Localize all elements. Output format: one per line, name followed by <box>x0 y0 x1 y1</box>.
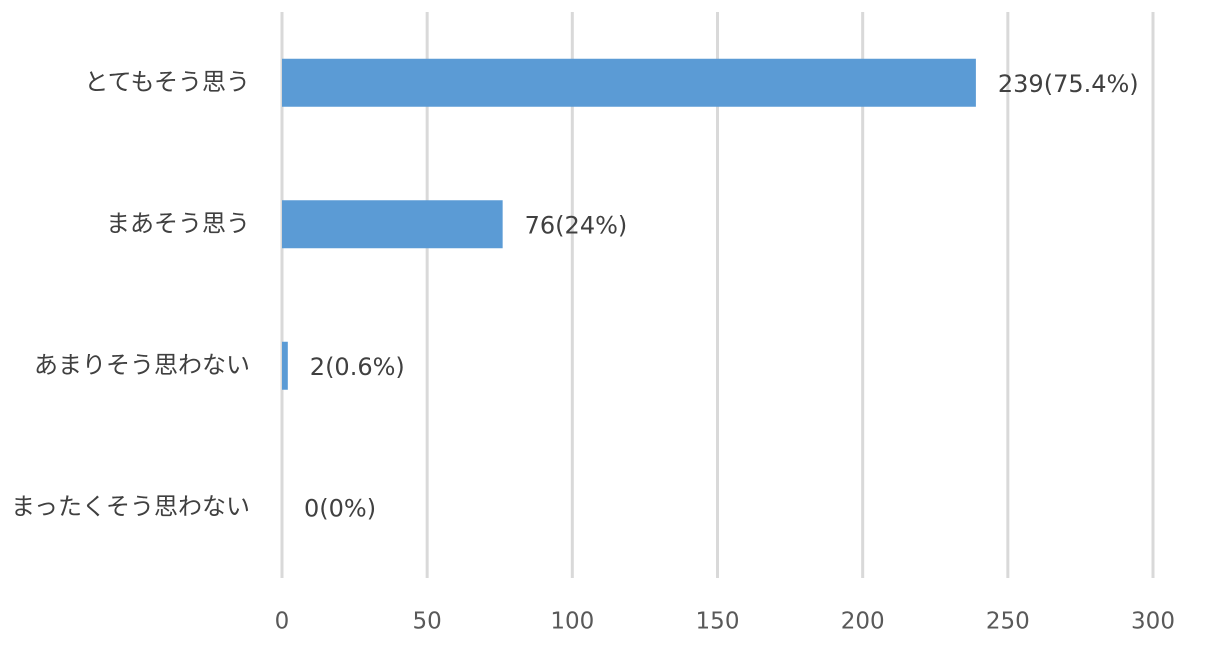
x-tick-label: 300 <box>1131 609 1175 635</box>
x-tick-label: 150 <box>696 609 740 635</box>
bar <box>282 200 503 249</box>
data-label: 76(24%) <box>525 211 628 239</box>
data-label: 2(0.6%) <box>310 353 405 381</box>
bar <box>282 341 288 390</box>
x-tick-label: 250 <box>986 609 1030 635</box>
data-label: 239(75.4%) <box>998 70 1139 98</box>
x-tick-label: 0 <box>275 609 290 635</box>
y-tick-label: まあそう思う <box>106 209 250 237</box>
data-label: 0(0%) <box>304 494 376 522</box>
y-tick-label: あまりそう思わない <box>34 351 250 379</box>
x-tick-label: 50 <box>413 609 442 635</box>
y-tick-label: まったくそう思わない <box>11 492 250 520</box>
y-tick-label: とてもそう思う <box>84 68 250 96</box>
x-tick-label: 100 <box>550 609 594 635</box>
x-tick-label: 200 <box>841 609 885 635</box>
bar <box>282 58 976 107</box>
